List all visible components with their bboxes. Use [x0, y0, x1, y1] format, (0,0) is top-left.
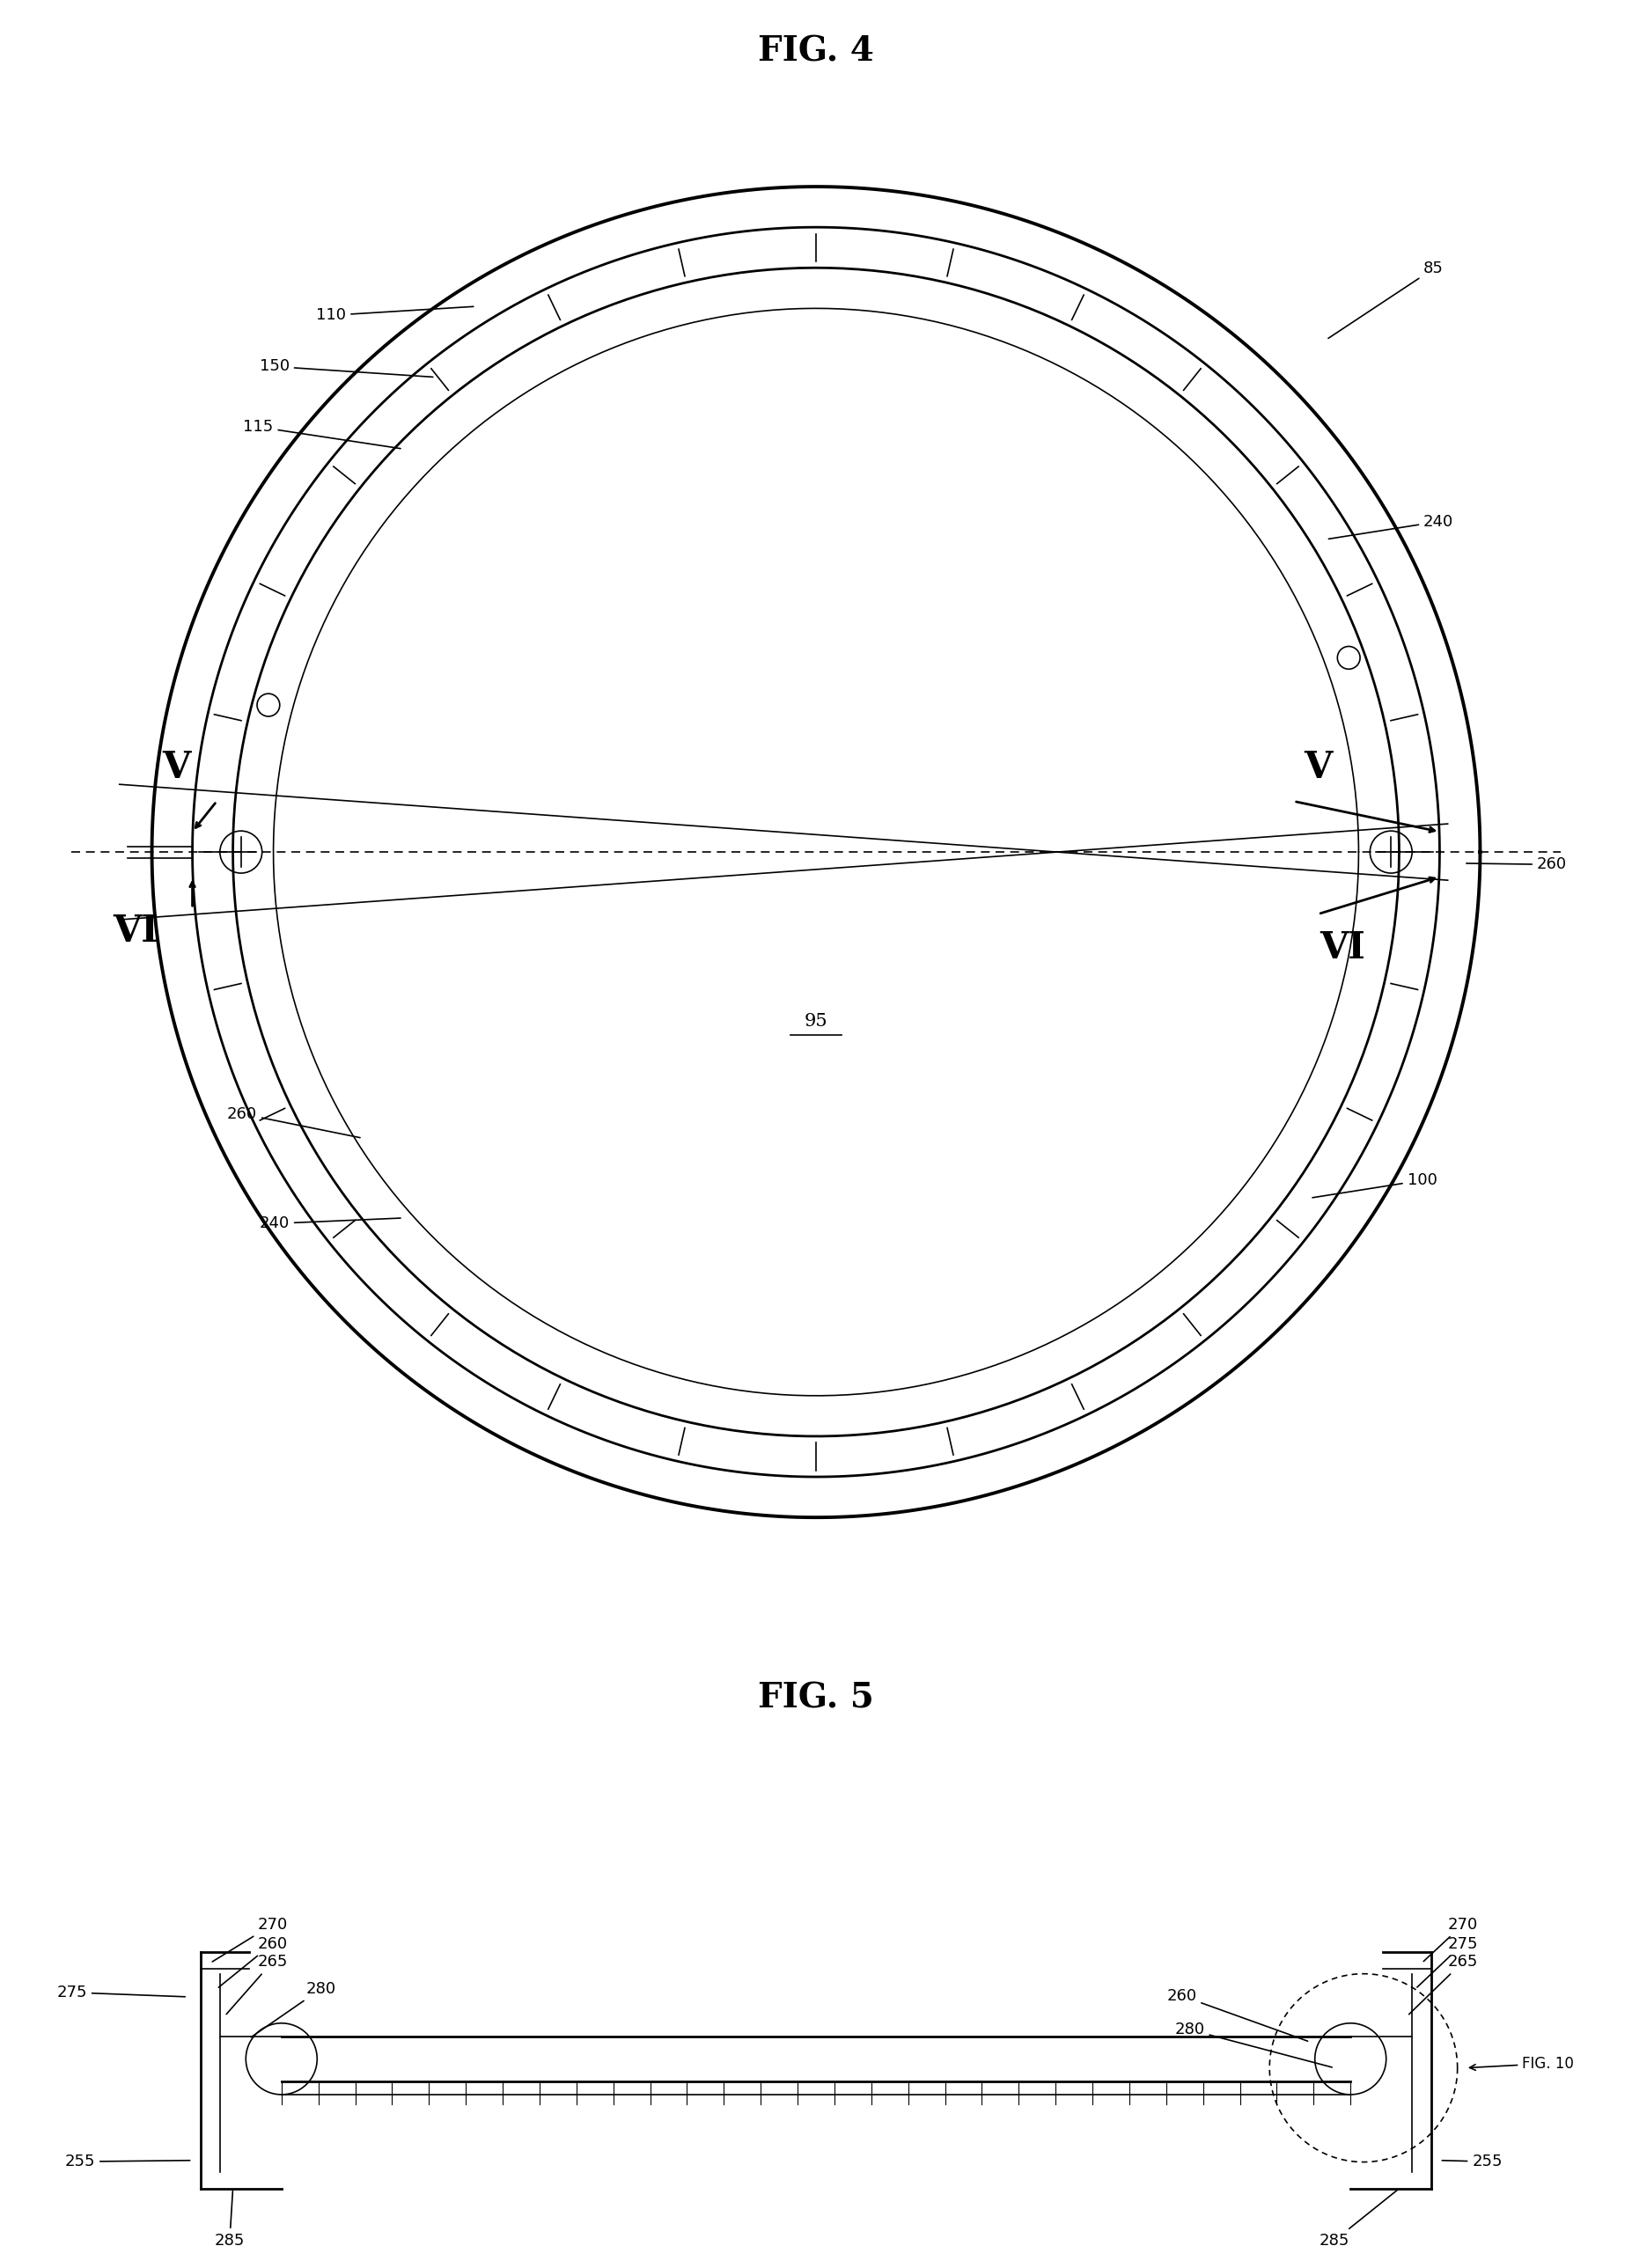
Text: 265: 265 [1408, 1955, 1479, 2014]
Text: 260: 260 [227, 1107, 361, 1139]
Text: 115: 115 [243, 420, 400, 449]
Text: FIG. 4: FIG. 4 [757, 34, 875, 68]
Text: VI: VI [1320, 930, 1366, 966]
Text: 260: 260 [1467, 857, 1567, 873]
Text: 275: 275 [57, 1984, 184, 2000]
Text: FIG. 10: FIG. 10 [1469, 2055, 1573, 2071]
Text: 260: 260 [1167, 1987, 1307, 2041]
Text: 255: 255 [65, 2155, 189, 2170]
Text: 240: 240 [1328, 513, 1454, 540]
Text: 270: 270 [1423, 1916, 1479, 1962]
Text: 100: 100 [1312, 1173, 1438, 1198]
Text: 150: 150 [259, 358, 432, 376]
Text: 255: 255 [1443, 2155, 1503, 2170]
Text: 240: 240 [259, 1216, 400, 1232]
Text: 285: 285 [1319, 2191, 1397, 2248]
Text: VI: VI [113, 912, 158, 950]
Text: 285: 285 [214, 2191, 245, 2248]
Text: 95: 95 [805, 1014, 827, 1030]
Text: 270: 270 [212, 1916, 287, 1962]
Text: 85: 85 [1328, 261, 1444, 338]
Text: V: V [1304, 748, 1332, 787]
Text: 110: 110 [317, 306, 473, 324]
Text: 265: 265 [227, 1955, 287, 2014]
Text: 260: 260 [219, 1937, 287, 1987]
Text: 280: 280 [1175, 2021, 1332, 2066]
Text: V: V [162, 748, 191, 787]
Text: 275: 275 [1417, 1937, 1479, 1987]
Text: 280: 280 [251, 1982, 336, 2037]
Text: FIG. 5: FIG. 5 [757, 1681, 875, 1715]
